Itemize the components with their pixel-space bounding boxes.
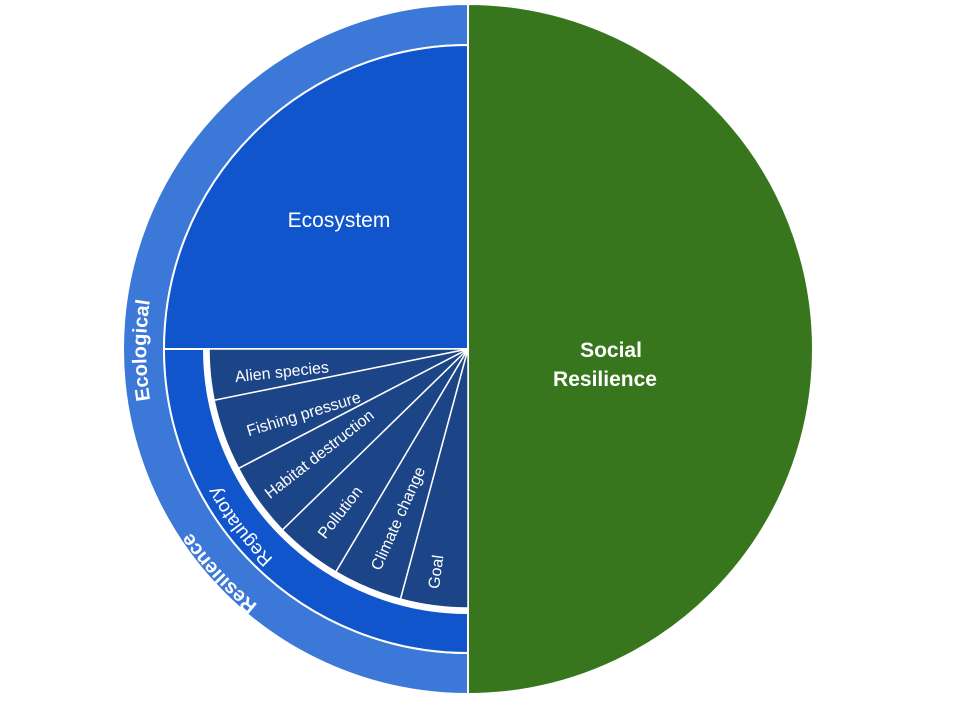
social-resilience-label-line2: Resilience [553, 368, 657, 391]
regulatory-segment [162, 348, 469, 655]
ecosystem-label: Ecosystem [288, 209, 391, 232]
ecosystem-segment [162, 43, 469, 350]
social-resilience-segment [467, 2, 814, 696]
social-resilience-label-line1: Social [580, 339, 642, 362]
goal-label: Goal [426, 554, 448, 590]
goal-segment [399, 348, 469, 609]
